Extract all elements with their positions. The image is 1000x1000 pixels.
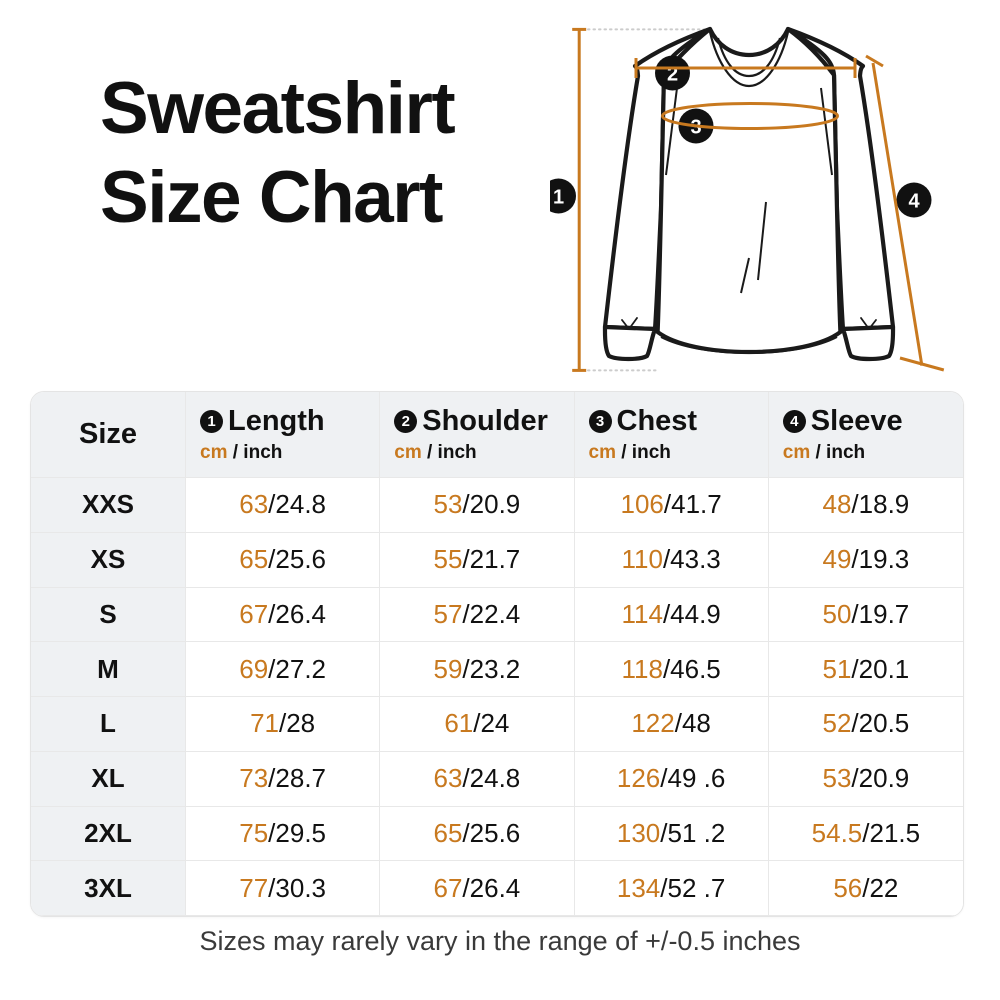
svg-text:4: 4 [908, 191, 920, 213]
svg-text:1: 1 [553, 187, 564, 209]
